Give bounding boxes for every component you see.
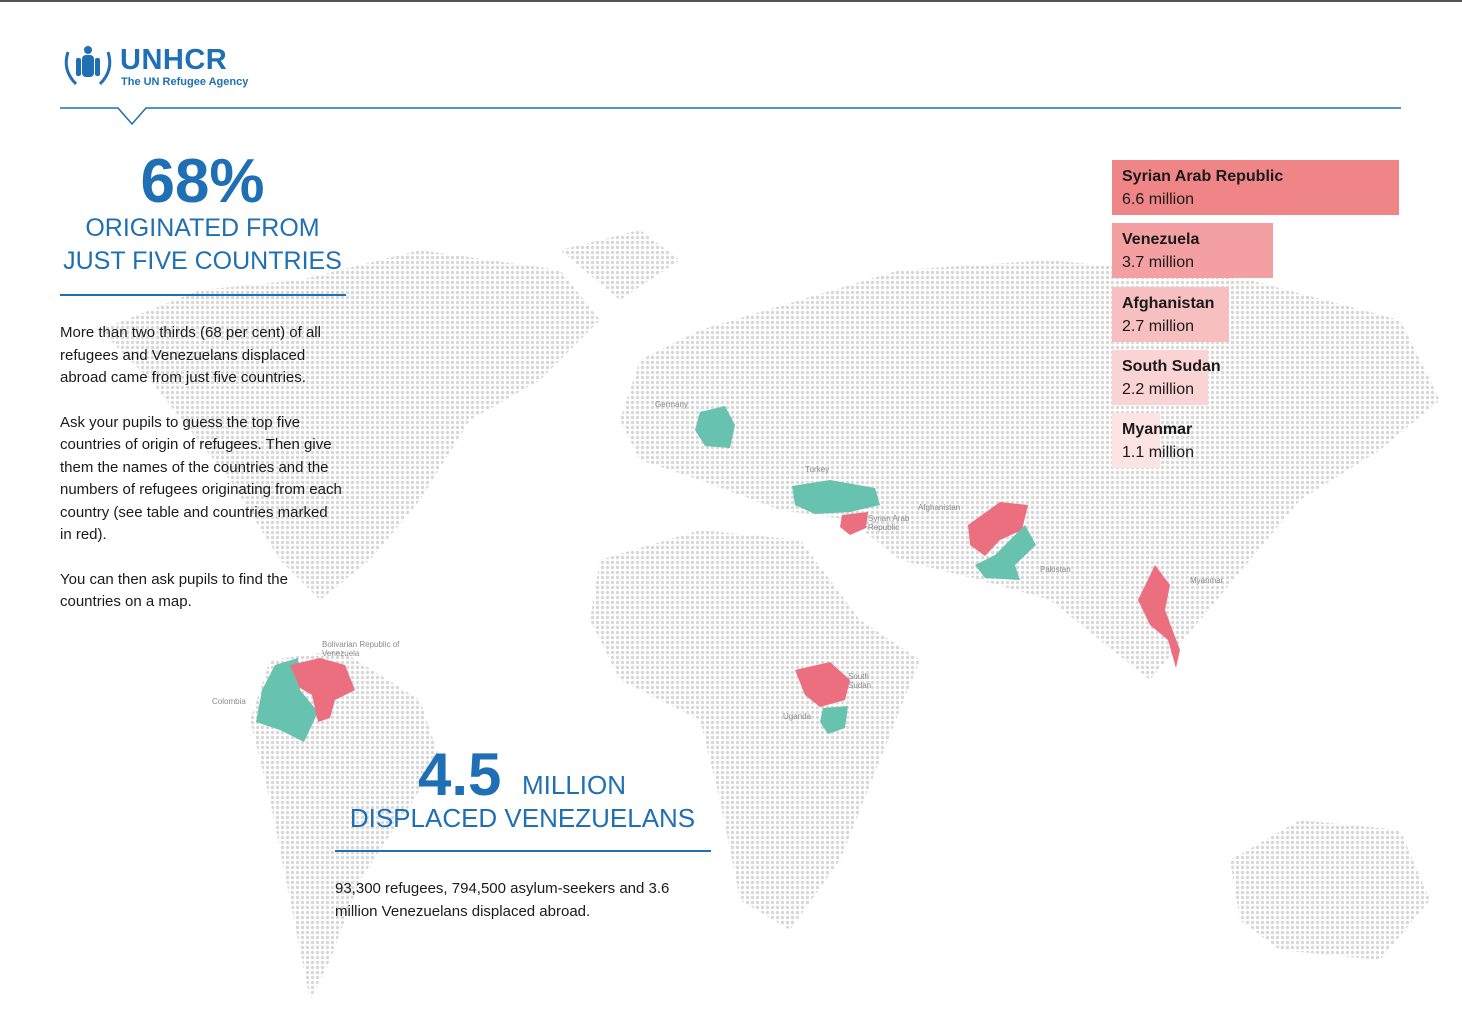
left-text: More than two thirds (68 per cent) of al… [60, 322, 342, 636]
value-label: 1.1 million [1122, 444, 1195, 462]
map-label: Turkey [805, 465, 830, 474]
logo-text: UNHCR [120, 44, 228, 76]
stat-unit: MILLION [522, 770, 627, 800]
bar-label: Myanmar [1122, 421, 1193, 439]
paragraph: More than two thirds (68 per cent) of al… [60, 324, 321, 386]
stat: 68% [140, 147, 265, 216]
bar [1112, 160, 1400, 215]
map-label: Syrian Arab Republic [868, 514, 910, 532]
bar-label: Venezuela [1122, 231, 1200, 249]
stat: 4.5 [418, 741, 502, 808]
bar [1112, 286, 1230, 342]
map-label: Bolivarian Republic of Venezuela [322, 640, 400, 658]
bar [1112, 413, 1160, 469]
bar [1112, 223, 1273, 279]
rule [60, 294, 346, 296]
bar-label: Syrian Arab Republic [1122, 168, 1284, 185]
map-label: Germany [655, 400, 688, 409]
logo-emblem [64, 46, 112, 86]
bar-chart: Syrian Arab Republic 6.6 million Venezuela… [1112, 160, 1412, 480]
value-label: 3.7 million [1122, 254, 1195, 272]
map-label: Myanmar [1190, 576, 1224, 585]
headline: DISPLACED VENEZUELANS [349, 803, 696, 833]
bar-label: Afghanistan [1122, 294, 1215, 312]
map-label: Colombia [212, 697, 246, 706]
value-label: 6.6 million [1122, 191, 1195, 208]
logo-tagline: The UN Refugee Agency [121, 76, 249, 88]
paragraph: Ask your pupils to guess the top five co… [60, 413, 342, 544]
rule [335, 850, 711, 852]
map-label: Uganda [783, 712, 812, 721]
paragraph: You can then ask pupils to find the coun… [60, 570, 288, 611]
highlighted-countries [256, 406, 1180, 742]
map-label: Afghanistan [918, 503, 961, 512]
bar-label: South Sudan [1122, 357, 1221, 375]
top-rule [0, 0, 1462, 2]
bar [1112, 349, 1208, 405]
header-rule [60, 107, 1401, 126]
value-label: 2.7 million [1122, 317, 1195, 335]
headline: JUST FIVE COUNTRIES [63, 247, 342, 275]
paragraph: 93,300 refugees, 794,500 asylum-seekers … [335, 880, 670, 920]
map-label: Pakistan [1040, 565, 1071, 574]
headline: ORIGINATED FROM [85, 214, 320, 242]
value-label: 2.2 million [1122, 380, 1195, 398]
map-label: South Sudan [848, 672, 872, 690]
